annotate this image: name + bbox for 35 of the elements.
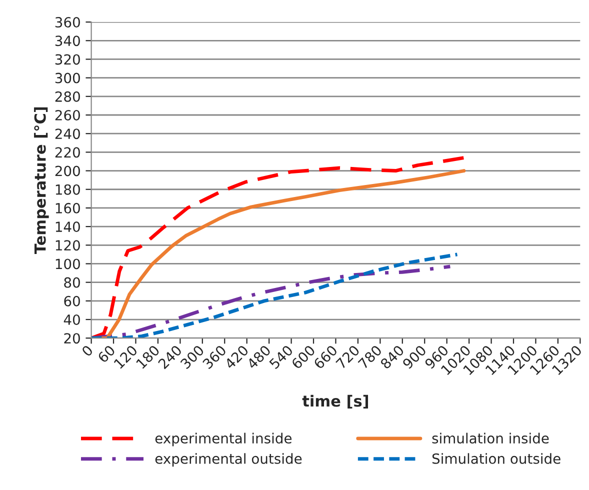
y-tick-label: 260 [55,110,80,120]
x-tick-label: 120 [113,344,138,370]
y-tick-label: 140 [56,222,80,232]
y-tick-label: 220 [55,147,80,158]
x-tick-label: 0 [81,344,94,357]
y-tick-label: 300 [55,72,80,84]
y-tick-label: 80 [64,277,80,288]
x-tick-label: 660 [313,344,338,370]
legend-label: experimental outside [155,453,302,467]
x-tick-label: 240 [158,344,182,370]
y-tick-label: 20 [64,333,80,344]
legend-label: experimental inside [155,432,292,446]
x-tick-label: 780 [358,344,382,370]
line-series [91,264,452,338]
x-tick-label: 360 [202,344,227,370]
y-tick-label: 180 [56,184,80,195]
line-series [91,252,459,338]
y-axis-title: Temperature [°C] [34,107,49,254]
y-tick-label: 340 [55,36,80,46]
y-tick-label: 280 [55,91,80,102]
x-axis-title: time [s] [302,394,368,409]
y-tick-label: 240 [55,128,80,140]
y-tick-label: 200 [55,166,80,176]
x-tick-label: 900 [402,344,427,370]
y-tick-label: 120 [56,240,80,251]
y-tick-label: 360 [55,17,80,28]
y-tick-label: 160 [56,202,80,214]
x-tick-label: 540 [268,344,294,370]
y-tick-label: 320 [55,54,80,65]
legend-label: simulation inside [432,432,549,444]
x-tick-label: 600 [290,344,316,370]
y-tick-label: 60 [64,296,80,306]
y-tick-label: 40 [64,314,80,325]
legend-label: Simulation outside [432,453,560,464]
y-tick-label: 100 [56,258,80,270]
